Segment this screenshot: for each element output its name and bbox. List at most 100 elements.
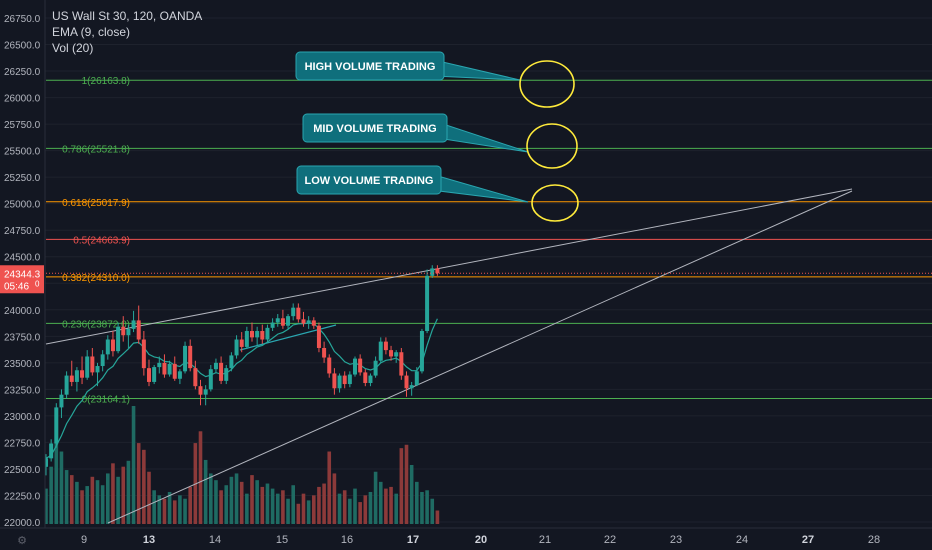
candle-body — [286, 316, 291, 326]
time-axis-background — [0, 528, 932, 550]
candle-body — [342, 375, 347, 385]
last-price-box — [0, 265, 44, 294]
volume-bar — [368, 491, 373, 524]
volume-bar — [394, 493, 398, 524]
volume-bar — [111, 463, 115, 524]
volume-bar — [239, 481, 244, 524]
callout-body — [296, 165, 442, 195]
candle-body — [435, 268, 440, 274]
candle-body — [152, 367, 157, 382]
volume-bar — [291, 485, 295, 524]
volume-bar — [214, 480, 218, 524]
price-tick-label: 25250.0 — [4, 173, 41, 184]
price-tick-label: 24750.0 — [4, 226, 41, 237]
volume-bar — [90, 476, 95, 524]
fib-level-label: 1(26163.8) — [82, 76, 130, 87]
candle-body — [275, 318, 280, 323]
candle-body — [353, 358, 357, 375]
yellow-circle-annotation — [526, 123, 578, 169]
highlight-circles[interactable] — [519, 60, 579, 222]
candle-body — [394, 352, 399, 357]
volume-bar — [106, 473, 110, 524]
volume-bar — [172, 500, 177, 524]
volume-bar — [95, 480, 100, 524]
volume-bar — [234, 473, 239, 524]
price-tick-label: 24500.0 — [4, 253, 41, 264]
time-axis[interactable]: 9 13 14 15 16 17 20 21 22 23 24 27 28 ⚙ — [0, 527, 932, 550]
candle-body — [239, 339, 244, 347]
volume-bar — [384, 488, 388, 524]
volume-bar — [250, 475, 254, 524]
time-tick-label: 13 — [143, 534, 155, 546]
time-tick-label: 21 — [539, 534, 551, 546]
time-tick-label: 28 — [868, 534, 880, 546]
ema-line — [45, 318, 438, 459]
candle-body — [383, 341, 388, 351]
callout-annotations[interactable]: HIGH VOLUME TRADING MID VOLUME TRADING LOW… — [295, 51, 529, 203]
fib-level-label: 0.382(24310.0) — [62, 273, 130, 284]
callout-label: LOW VOLUME TRADING — [305, 175, 434, 187]
price-tick-label: 22500.0 — [4, 465, 41, 476]
volume-bar — [142, 449, 146, 524]
volume-bar — [219, 490, 223, 524]
fib-level-label: 0.5(24663.9) — [73, 235, 130, 246]
callout-label: HIGH VOLUME TRADING — [305, 61, 436, 73]
volume-indicator-label[interactable]: Vol (20) — [52, 41, 94, 55]
volume-bar — [358, 502, 362, 524]
volume-bar — [322, 483, 326, 524]
candle-body — [203, 389, 208, 395]
candle-body — [419, 331, 424, 372]
candle-body — [409, 385, 414, 389]
ema-indicator-label[interactable]: EMA (9, close) — [52, 25, 131, 39]
volume-bar — [378, 481, 383, 524]
yellow-circle-annotation — [519, 60, 575, 108]
candle-body — [188, 345, 193, 369]
candle-body — [311, 320, 316, 326]
time-tick-label: 15 — [276, 534, 288, 546]
fib-level-label: 0.786(25521.8) — [62, 144, 130, 155]
candle-body — [208, 369, 213, 390]
volume-bar — [260, 486, 265, 524]
time-tick-label: 24 — [736, 534, 748, 546]
callout-box: LOW VOLUME TRADING — [296, 165, 529, 203]
volume-bar — [157, 495, 162, 524]
candle-body — [255, 331, 260, 338]
candle-body — [260, 331, 265, 340]
volume-bar — [363, 495, 368, 524]
volume-bar — [147, 471, 151, 524]
candle-body — [404, 375, 409, 389]
grid-lines — [0, 17, 932, 523]
last-price-value: 24344.3 — [4, 269, 41, 280]
price-tick-label: 24000.0 — [4, 306, 41, 317]
candle-body — [219, 362, 224, 381]
candle-body — [291, 307, 296, 317]
candle-body — [69, 375, 74, 382]
price-tick-label: 22000.0 — [4, 518, 41, 529]
time-tick-label: 27 — [802, 534, 814, 546]
volume-bar — [188, 486, 192, 524]
candle-body — [358, 358, 363, 373]
volume-bar — [209, 473, 213, 524]
candle-body — [430, 268, 435, 276]
fib-level-label: 0.618(25017.9) — [62, 198, 130, 209]
volume-bar — [353, 488, 357, 524]
volume-bar — [425, 490, 429, 524]
candle-body — [54, 407, 59, 444]
volume-bar — [44, 488, 48, 524]
candle-body — [229, 355, 234, 369]
countdown-timer: 05:46 — [4, 281, 29, 292]
time-tick-label: 16 — [341, 534, 353, 546]
callout-body — [302, 113, 448, 143]
price-tick-label: 26750.0 — [4, 14, 41, 25]
candle-body — [44, 458, 48, 467]
price-tick-label: 22750.0 — [4, 438, 41, 449]
candle-body — [121, 326, 126, 336]
settings-icon: ⚙ — [17, 534, 27, 547]
symbol-title[interactable]: US Wall St 30, 120, OANDA — [52, 9, 203, 23]
volume-bar — [121, 466, 126, 524]
volume-bar — [399, 448, 404, 524]
candle-body — [373, 360, 378, 376]
last-price-tag: 24344.305:46 0 — [0, 265, 932, 294]
candle-body — [85, 356, 90, 378]
